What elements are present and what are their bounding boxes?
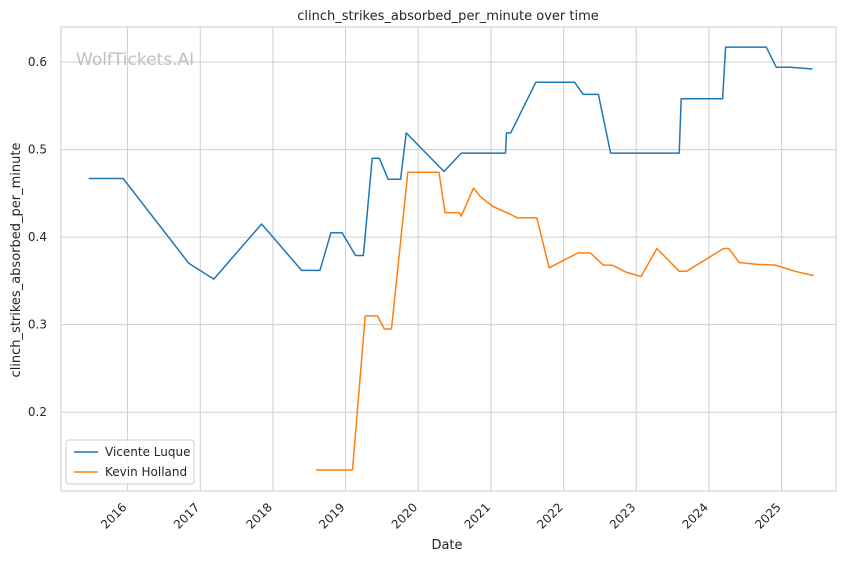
y-tick-label: 0.3 xyxy=(28,318,47,332)
y-axis-title: clinch_strikes_absorbed_per_minute xyxy=(9,143,24,378)
y-gridlines xyxy=(61,61,836,413)
legend-box xyxy=(65,439,195,485)
series-layer xyxy=(88,46,814,471)
y-tick-labels: 0.2 0.3 0.4 0.5 0.6 xyxy=(28,55,47,419)
y-tick-label: 0.2 xyxy=(28,405,47,419)
x-axis-title: Date xyxy=(431,538,462,553)
y-tick-label: 0.6 xyxy=(28,55,47,69)
chart-title: clinch_strikes_absorbed_per_minute over … xyxy=(297,9,599,24)
plot-frame xyxy=(60,26,837,492)
series-line-kevin-holland xyxy=(315,171,814,471)
legend-label-vicente-luque: Vicente Luque xyxy=(105,445,190,459)
legend: Vicente Luque Kevin Holland xyxy=(65,439,195,485)
watermark: WolfTickets.AI xyxy=(76,50,194,70)
y-tick-label: 0.4 xyxy=(28,230,47,244)
series-line-vicente-luque xyxy=(88,46,813,280)
y-tick-label: 0.5 xyxy=(28,143,47,157)
x-gridlines xyxy=(126,27,783,491)
legend-label-kevin-holland: Kevin Holland xyxy=(105,465,187,479)
